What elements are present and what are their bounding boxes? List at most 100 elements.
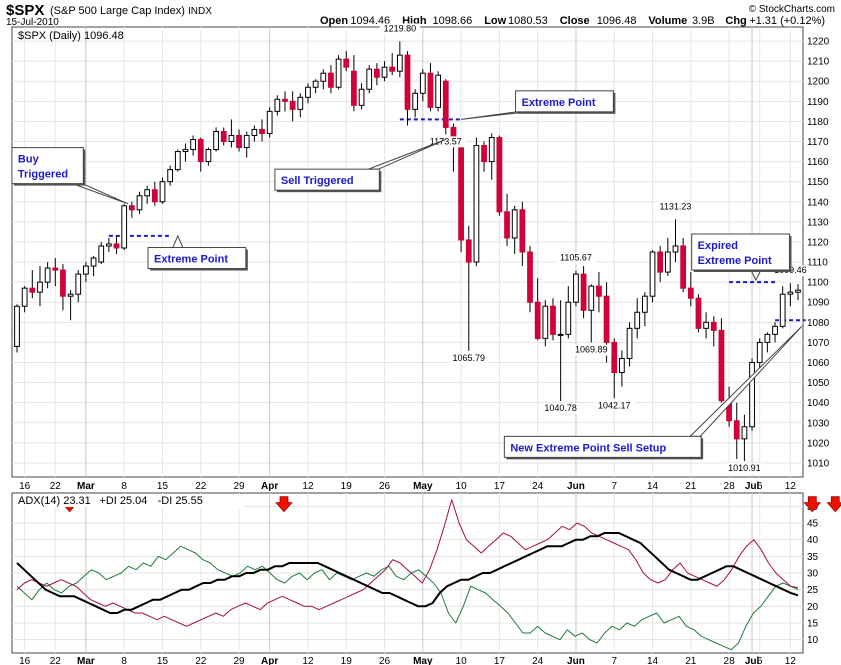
price-y-tick: 1090 [807,298,830,309]
candle-body [519,209,526,253]
candle-body [764,333,771,343]
candle-body [680,245,687,289]
sell-arrow-icon [803,496,822,513]
x-tick-label: 17 [494,481,506,492]
adx-legend-item: ADX(14) 23.31 [18,495,91,507]
candle-body [435,74,442,108]
callout-text: Expired [698,240,738,252]
x-tick-label-bottom: 14 [647,656,659,665]
price-label-bg [555,252,597,264]
extreme-lines [108,118,806,322]
candle-body [787,291,794,295]
x-tick-label: 8 [121,481,127,492]
candle-body [756,341,763,363]
callout-text: Extreme Point [698,255,772,267]
candle-body [427,72,434,108]
candle-body [128,205,135,211]
price-label: 1010.91 [728,463,761,473]
adx-panel: 101520253035404550 ADX(14) 23.31+DI 25.0… [11,492,841,654]
candle-body [297,96,304,110]
candle-body [174,151,181,171]
candle-body [396,54,403,72]
candle-body [534,301,541,339]
x-tick-label: May [413,481,433,492]
candle-body [220,130,227,143]
candle-body [695,297,702,329]
candle-body [641,295,648,313]
x-tick-label-bottom: Apr [261,656,278,665]
price-label-bg [379,23,421,35]
x-tick-label-bottom: 12 [302,656,314,665]
candle-body [527,251,533,303]
quote-label-volume: Volume [648,15,687,27]
x-tick-label: 22 [195,481,207,492]
x-tick-label: 28 [724,481,736,492]
candle-body [343,58,350,68]
candle-body [657,251,664,273]
candle-body [588,285,595,311]
quote-label-close: Close [560,15,590,27]
candle-body [259,128,265,134]
x-tick-label: 15 [157,481,169,492]
price-y-tick: 1070 [807,338,830,349]
callout-box [11,147,84,185]
candle-body [121,205,128,249]
candle-body [473,145,480,263]
adx-y-tick: 45 [807,519,819,530]
candle-body [21,287,28,307]
adx-y-tick: 20 [807,602,819,613]
x-tick-label: 6 [757,481,763,492]
price-label-bg [425,136,466,148]
x-tick-label-bottom: 17 [494,656,506,665]
candle-body [320,72,327,82]
candle-body [542,305,549,339]
price-y-axis: 1010 1020 1030 1040 1050 1060 1070 1080 1090 1100… [807,37,830,470]
x-tick-label: 21 [685,481,697,492]
candle-body [44,267,51,283]
candle-body [389,66,396,72]
x-tick-label: 26 [379,481,391,492]
candle-body [603,295,610,343]
x-tick-label: 12 [302,481,314,492]
sell-arrow-icon [275,496,293,513]
candle-body [228,134,235,143]
candle-body [664,251,671,273]
candles [14,41,801,462]
x-tick-label-bottom: 7 [611,656,617,665]
candle-body [795,289,801,293]
x-tick-label-bottom: May [413,656,433,665]
adx-legend-bg [14,495,244,507]
candle-body [251,128,258,136]
candle-body [98,245,105,263]
candle-body [649,251,656,297]
price-label-bg [655,201,696,213]
candle-body [488,136,495,163]
x-tick-label-bottom: 28 [724,656,736,665]
candle-body [626,327,633,359]
callout-box [147,247,247,270]
price-y-tick: 1150 [807,177,829,188]
candle-body [733,420,740,440]
candle-body [282,98,288,102]
candle-body [580,273,587,311]
adx-y-tick: 15 [807,619,819,630]
x-tick-label-bottom: 29 [233,656,245,665]
x-tick-label: 24 [532,481,544,492]
x-tick-label: 29 [233,481,245,492]
candle-body [710,321,717,331]
price-label-bg [594,400,635,412]
candle-body [75,273,82,295]
price-grid [12,27,803,477]
x-tick-label-bottom: Jul [745,656,760,665]
x-tick-label-bottom: Jun [567,656,585,665]
price-y-tick: 1160 [807,157,829,168]
candle-body [611,341,618,374]
quote-label-chg: Chg [725,15,746,27]
price-y-tick: 1130 [807,217,829,228]
candle-body [672,245,679,253]
candle-body [213,130,219,151]
quote-value-high: 1098.66 [433,15,473,27]
callout-box [274,168,380,191]
price-y-tick: 1060 [807,358,830,369]
candle-body [596,285,602,297]
